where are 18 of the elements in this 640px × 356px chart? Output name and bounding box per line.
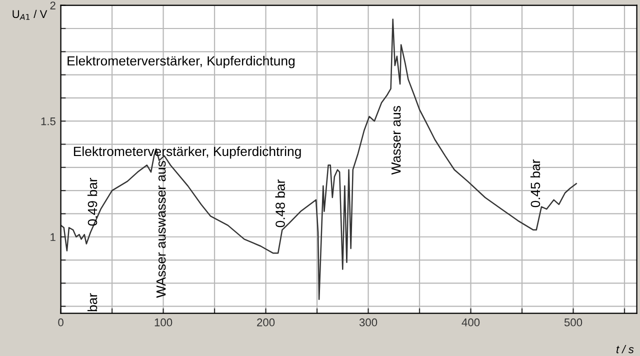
x-tick-label: 400	[462, 318, 480, 326]
x-axis-title: t / s	[616, 345, 634, 354]
x-tick-label: 300	[359, 318, 378, 326]
y-tick-label: 1	[50, 233, 56, 241]
y-axis-title: U$_{A1}$ / V	[12, 10, 48, 20]
y-tick-label: 1.5	[41, 117, 56, 126]
y-tick-label: 2	[50, 2, 56, 10]
x-tick-label: 0	[58, 318, 64, 326]
annotation: bar	[87, 293, 98, 312]
annotation: 0.49 bar	[87, 178, 98, 226]
annotation: 0.45 bar	[530, 159, 540, 208]
x-tick-label: 500	[564, 318, 582, 326]
x-tick-label: 100	[154, 318, 172, 326]
x-tick-label: 200	[257, 318, 275, 326]
annotation: 0.48 bar	[275, 179, 285, 228]
annotation: Wasser aus	[392, 106, 401, 175]
annotation: Elektrometerverstärker, Kupferdichtung	[68, 56, 295, 68]
annotation: WAsser auswasser aus	[156, 161, 166, 298]
